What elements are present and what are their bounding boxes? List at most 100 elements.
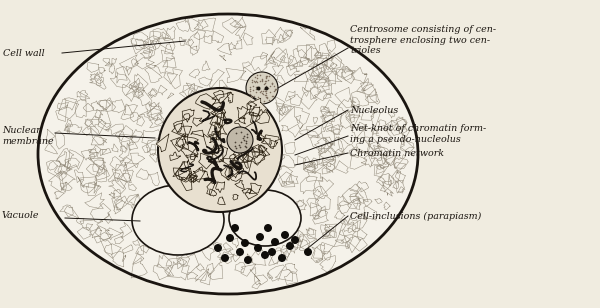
Point [250, 80, 260, 85]
Polygon shape [64, 125, 70, 132]
Polygon shape [195, 269, 209, 281]
Polygon shape [284, 272, 298, 285]
Polygon shape [212, 109, 226, 118]
Polygon shape [371, 128, 379, 134]
Polygon shape [136, 246, 144, 254]
Polygon shape [235, 112, 254, 129]
Polygon shape [105, 124, 124, 135]
Polygon shape [122, 255, 126, 261]
Polygon shape [237, 106, 248, 119]
Polygon shape [370, 146, 386, 156]
Polygon shape [281, 245, 291, 257]
Polygon shape [361, 84, 373, 91]
Polygon shape [179, 38, 186, 46]
Polygon shape [290, 238, 299, 248]
Polygon shape [365, 89, 378, 103]
Polygon shape [137, 116, 145, 126]
Polygon shape [120, 157, 131, 166]
Point [247, 80, 256, 85]
Polygon shape [311, 247, 323, 263]
Polygon shape [286, 263, 298, 272]
Polygon shape [247, 101, 257, 109]
Polygon shape [299, 57, 310, 66]
Polygon shape [318, 148, 335, 164]
Polygon shape [249, 107, 260, 116]
Polygon shape [395, 155, 408, 168]
Polygon shape [119, 134, 137, 149]
Polygon shape [170, 136, 186, 152]
Polygon shape [108, 172, 120, 182]
Point [267, 81, 277, 86]
Polygon shape [49, 171, 64, 192]
Polygon shape [335, 240, 344, 244]
Polygon shape [92, 228, 101, 238]
Polygon shape [105, 228, 121, 240]
Polygon shape [149, 40, 155, 56]
Polygon shape [174, 123, 182, 132]
Polygon shape [67, 150, 84, 169]
Polygon shape [377, 145, 391, 162]
Polygon shape [319, 176, 334, 195]
Polygon shape [162, 32, 169, 40]
Point [253, 94, 263, 99]
Polygon shape [340, 219, 346, 225]
Polygon shape [94, 183, 99, 193]
Polygon shape [287, 124, 303, 137]
Point [248, 87, 258, 92]
Polygon shape [293, 60, 302, 67]
Polygon shape [368, 153, 383, 166]
Polygon shape [166, 258, 181, 269]
Point [252, 76, 262, 81]
Polygon shape [167, 69, 182, 89]
Polygon shape [220, 158, 239, 170]
Polygon shape [153, 28, 170, 39]
Point [248, 95, 257, 99]
Polygon shape [98, 110, 111, 128]
Point [268, 94, 277, 99]
Point [262, 88, 271, 93]
Polygon shape [320, 106, 331, 119]
Polygon shape [91, 116, 106, 134]
Polygon shape [115, 162, 131, 183]
Polygon shape [95, 166, 110, 180]
Polygon shape [265, 37, 273, 45]
Polygon shape [311, 158, 318, 167]
Point [267, 80, 277, 85]
Point [265, 89, 275, 94]
Point [260, 80, 269, 85]
Polygon shape [262, 30, 275, 44]
Polygon shape [339, 219, 355, 236]
Polygon shape [57, 103, 68, 110]
Polygon shape [241, 67, 255, 81]
Polygon shape [323, 107, 329, 112]
Polygon shape [112, 144, 118, 152]
Polygon shape [80, 90, 88, 97]
Point [262, 74, 272, 79]
Circle shape [227, 127, 253, 153]
Polygon shape [100, 149, 107, 156]
Polygon shape [241, 151, 260, 163]
Polygon shape [89, 73, 106, 89]
Polygon shape [105, 62, 112, 66]
Polygon shape [275, 96, 285, 111]
Polygon shape [319, 143, 333, 154]
Polygon shape [61, 182, 72, 190]
Circle shape [214, 244, 222, 252]
Circle shape [291, 236, 299, 244]
Point [239, 137, 249, 142]
Polygon shape [334, 230, 348, 247]
Polygon shape [114, 207, 121, 214]
Point [251, 79, 260, 84]
Polygon shape [175, 134, 188, 149]
Polygon shape [199, 77, 212, 86]
Polygon shape [217, 43, 232, 55]
Polygon shape [394, 162, 406, 171]
Polygon shape [320, 224, 331, 237]
Polygon shape [296, 116, 301, 124]
Polygon shape [341, 68, 353, 78]
Polygon shape [353, 197, 361, 203]
Polygon shape [256, 109, 269, 124]
Polygon shape [349, 147, 358, 158]
Polygon shape [397, 119, 407, 134]
Polygon shape [80, 220, 103, 231]
